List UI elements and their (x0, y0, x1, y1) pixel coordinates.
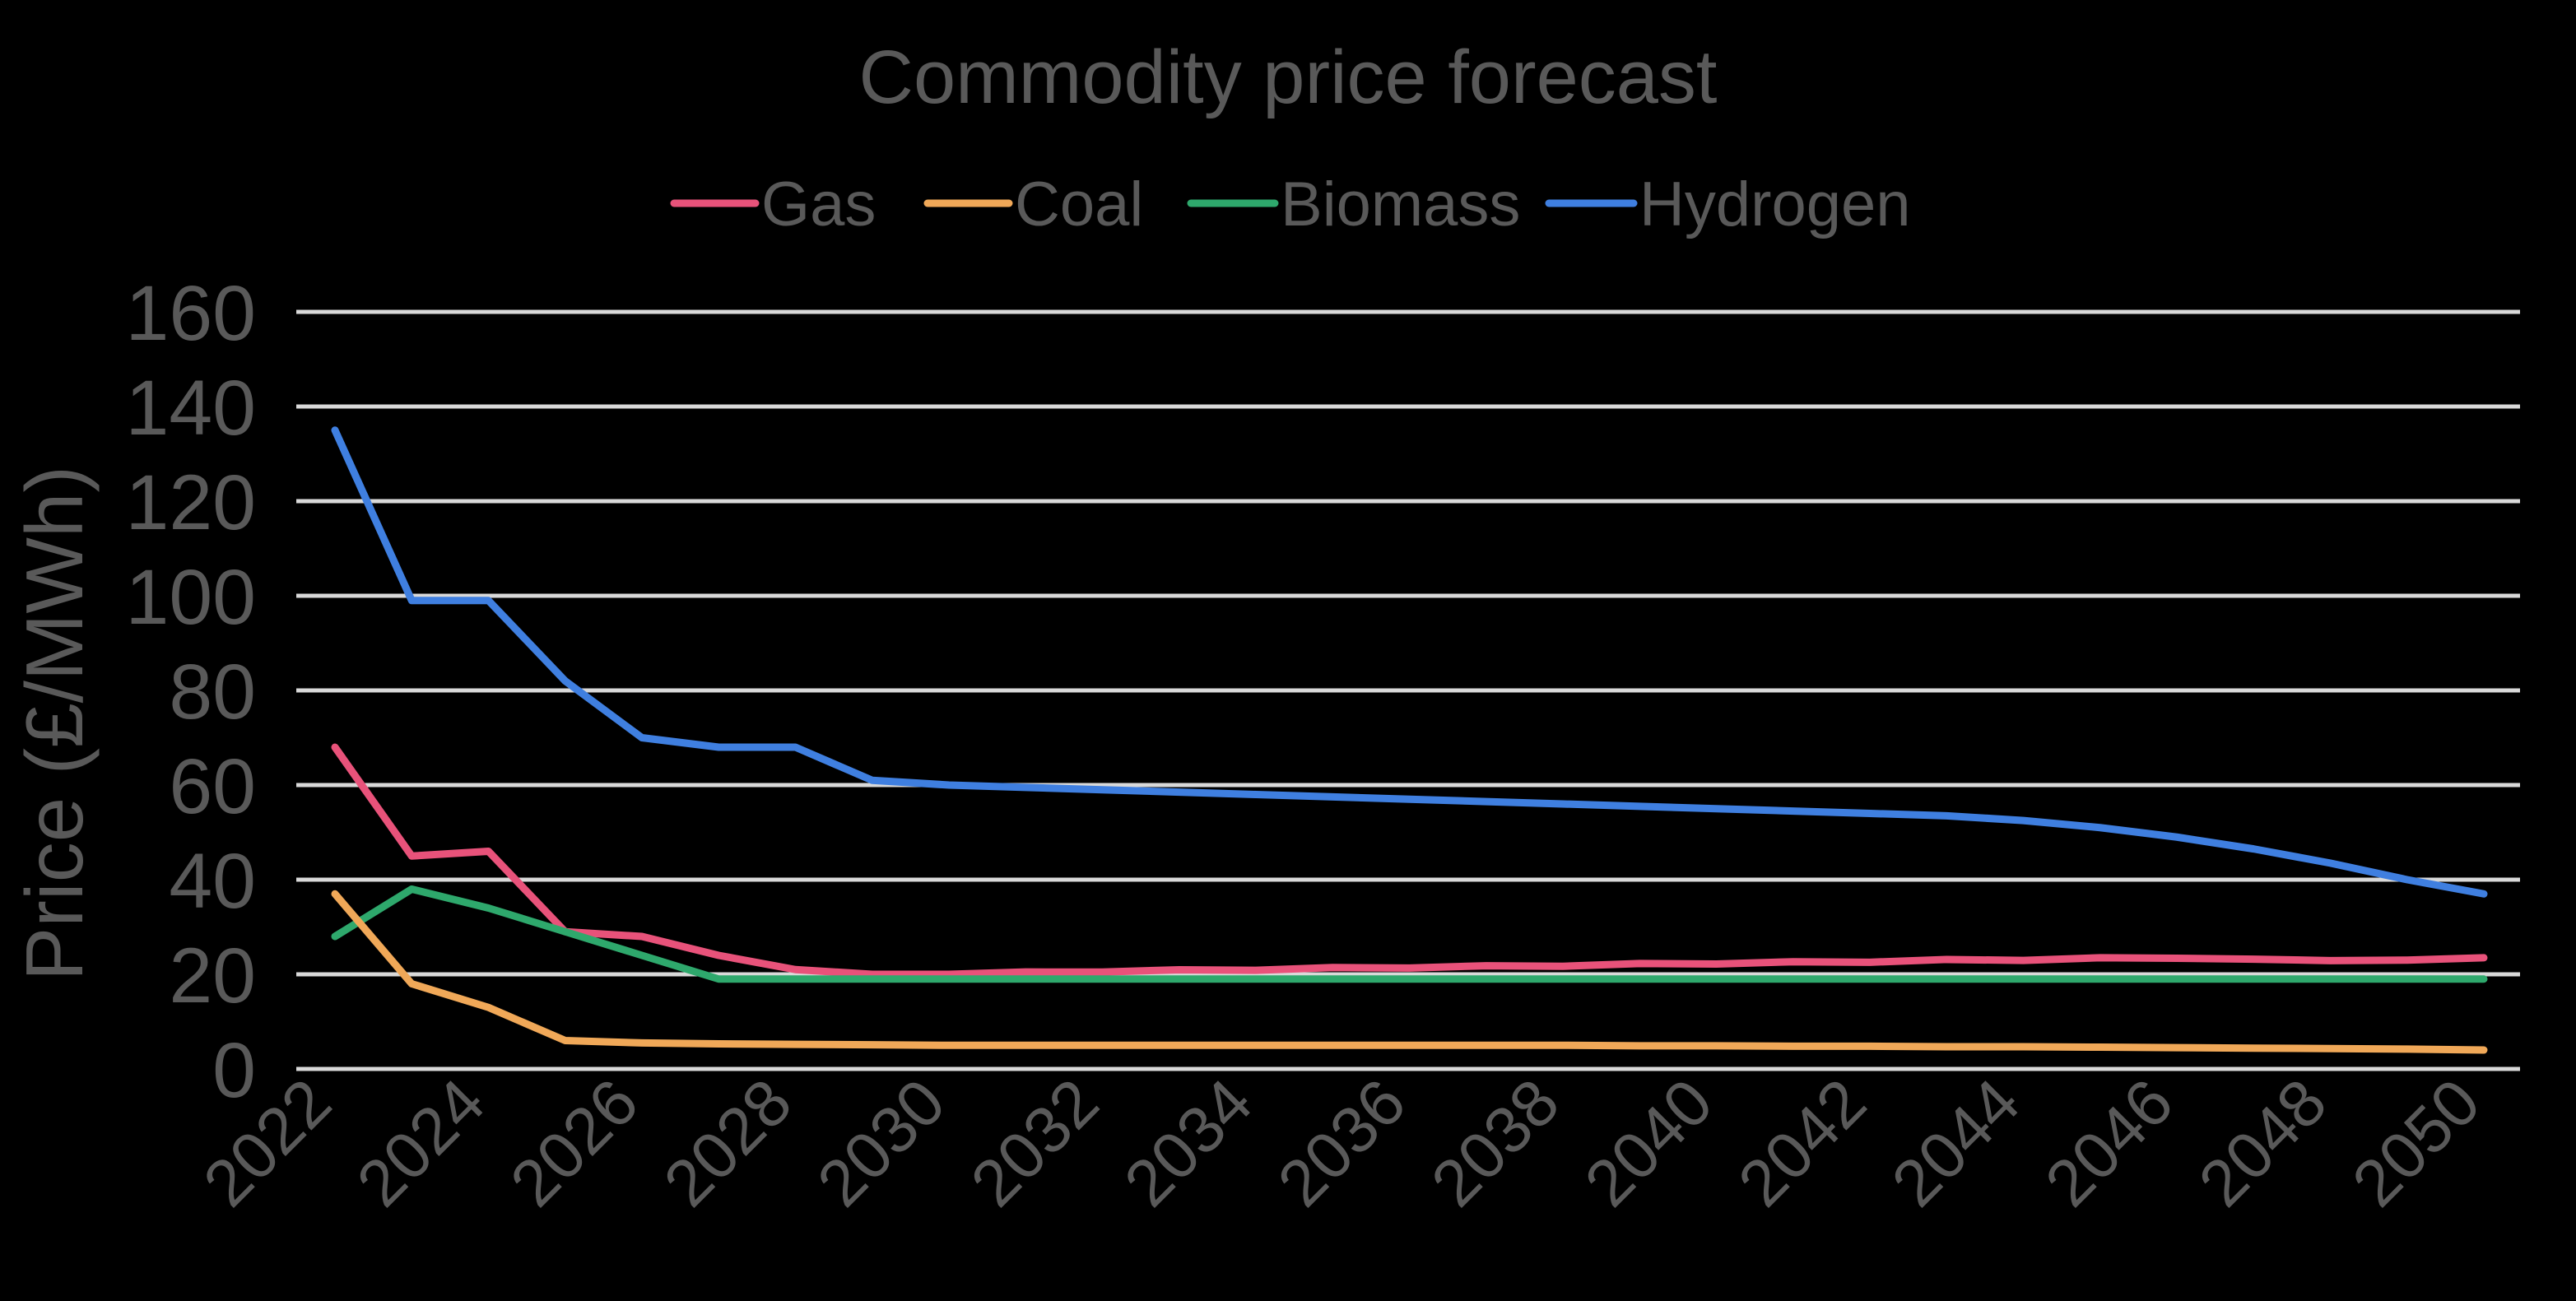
svg-text:2050: 2050 (2338, 1065, 2494, 1220)
svg-text:2036: 2036 (1264, 1065, 1420, 1220)
svg-text:2040: 2040 (1571, 1065, 1727, 1220)
svg-text:2044: 2044 (1878, 1065, 2034, 1220)
svg-text:2026: 2026 (496, 1065, 652, 1220)
svg-text:Price (£/MWh): Price (£/MWh) (9, 466, 100, 981)
svg-text:0: 0 (212, 1027, 256, 1114)
svg-text:2030: 2030 (803, 1065, 959, 1220)
svg-text:100: 100 (125, 554, 256, 641)
svg-text:60: 60 (169, 743, 256, 830)
svg-text:80: 80 (169, 648, 256, 736)
svg-text:2028: 2028 (650, 1065, 806, 1220)
svg-text:2032: 2032 (957, 1065, 1113, 1220)
svg-text:140: 140 (125, 365, 256, 452)
svg-text:Hydrogen: Hydrogen (1639, 170, 1911, 239)
svg-text:Coal: Coal (1015, 170, 1143, 239)
svg-text:120: 120 (125, 459, 256, 546)
svg-text:20: 20 (169, 932, 256, 1020)
svg-text:Commodity price forecast: Commodity price forecast (859, 35, 1718, 119)
svg-text:2034: 2034 (1110, 1065, 1266, 1220)
svg-text:2046: 2046 (2031, 1065, 2187, 1220)
svg-text:Biomass: Biomass (1281, 170, 1520, 239)
svg-text:40: 40 (169, 838, 256, 925)
svg-text:Gas: Gas (761, 170, 876, 239)
svg-text:2048: 2048 (2185, 1065, 2341, 1220)
svg-text:2038: 2038 (1417, 1065, 1573, 1220)
svg-text:2042: 2042 (1724, 1065, 1880, 1220)
svg-text:160: 160 (125, 270, 256, 357)
svg-text:2024: 2024 (343, 1065, 499, 1220)
